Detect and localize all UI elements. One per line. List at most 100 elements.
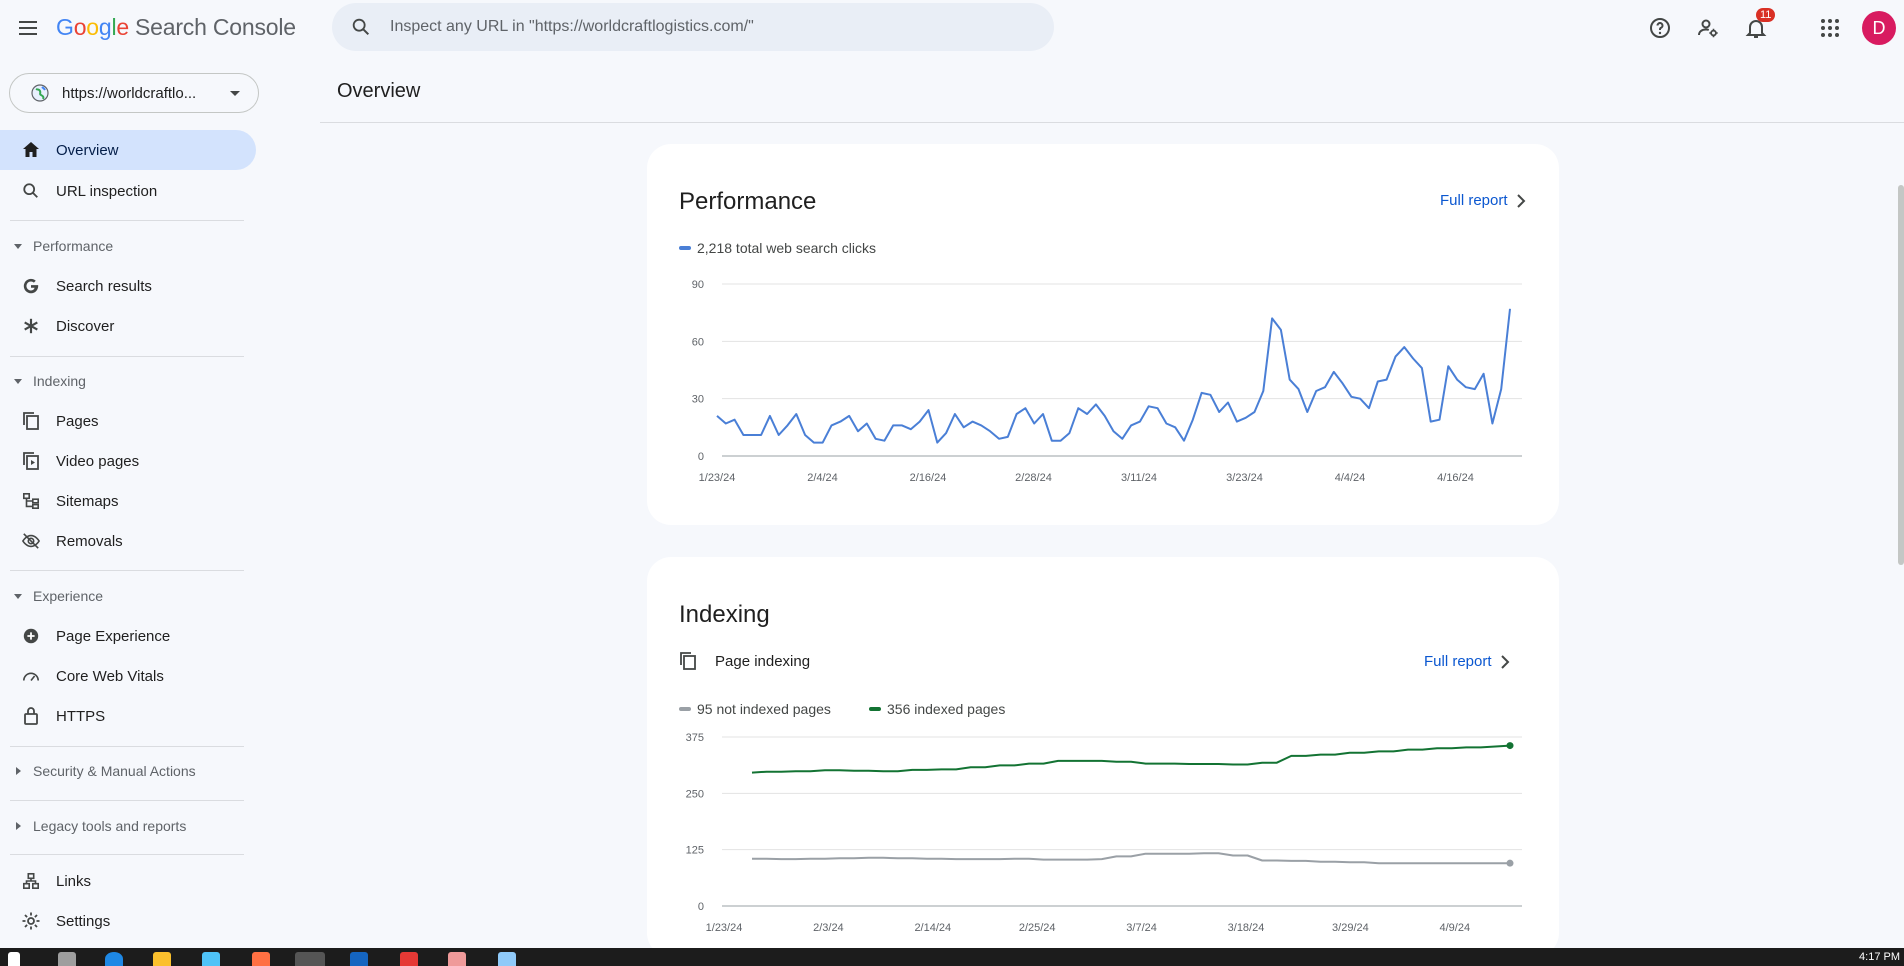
sidebar-item-pages[interactable]: Pages [0, 401, 256, 441]
video-page-icon [20, 450, 42, 472]
section-label: Legacy tools and reports [33, 818, 187, 834]
full-report-label: Full report [1440, 192, 1508, 209]
collapse-arrow-icon [14, 378, 22, 384]
performance-card-title: Performance [679, 188, 817, 215]
sidebar-section-performance[interactable]: Performance [0, 231, 256, 261]
y-tick-label: 125 [686, 845, 704, 857]
collapse-arrow-icon [14, 243, 22, 249]
property-selector[interactable]: https://worldcraftlo... [9, 73, 259, 113]
home-icon [20, 139, 42, 161]
sidebar-item-overview[interactable]: Overview [0, 130, 256, 170]
performance-chart: 0 30 60 90 1/23/24 2/4/24 2/16/24 2/28/24 3/11/2… [692, 279, 1522, 484]
sitemap-icon [20, 490, 42, 512]
sidebar-item-discover[interactable]: Discover [0, 306, 256, 346]
sidebar-section-security[interactable]: Security & Manual Actions [0, 756, 256, 786]
performance-legend-clicks[interactable]: 2,218 total web search clicks [679, 240, 876, 256]
indexing-full-report-link[interactable]: Full report [1424, 653, 1510, 670]
sidebar-item-https[interactable]: HTTPS [0, 696, 256, 736]
apps-grid-icon[interactable] [1814, 12, 1846, 44]
x-tick-label: 1/23/24 [706, 922, 743, 934]
sidebar-divider [10, 746, 244, 747]
x-tick-label: 3/18/24 [1228, 922, 1265, 934]
sidebar-item-label: Removals [56, 532, 123, 550]
opera-icon[interactable] [400, 952, 418, 966]
notifications-icon[interactable]: 11 [1740, 8, 1776, 44]
sidebar-item-video-pages[interactable]: Video pages [0, 441, 256, 481]
sidebar-item-page-experience[interactable]: Page Experience [0, 616, 256, 656]
globe-icon [31, 84, 49, 102]
file-explorer-icon[interactable] [153, 952, 171, 966]
performance-full-report-link[interactable]: Full report [1440, 192, 1526, 209]
url-inspect-search-bar[interactable] [332, 3, 1054, 51]
sidebar-item-sitemaps[interactable]: Sitemaps [0, 481, 256, 521]
notification-count-badge: 11 [1756, 8, 1776, 22]
series-end-point [1506, 742, 1514, 750]
edge-browser-icon[interactable] [105, 952, 123, 966]
y-tick-label: 0 [698, 451, 704, 463]
sidebar-section-legacy[interactable]: Legacy tools and reports [0, 811, 256, 841]
legend-indexed[interactable]: 356 indexed pages [869, 701, 1005, 717]
y-tick-label: 90 [692, 279, 704, 291]
pages-icon [680, 652, 696, 670]
sidebar-section-indexing[interactable]: Indexing [0, 366, 256, 396]
expand-arrow-icon [16, 822, 21, 830]
url-inspect-input[interactable] [390, 18, 1010, 36]
sidebar-item-label: Sitemaps [56, 492, 119, 510]
scrollbar-thumb[interactable] [1898, 185, 1904, 565]
main-menu-icon[interactable] [16, 16, 40, 40]
sidebar-item-label: Links [56, 872, 92, 890]
x-tick-label: 3/11/24 [1121, 472, 1157, 484]
series-end-point [1506, 859, 1514, 867]
sidebar-item-label: Core Web Vitals [56, 667, 164, 685]
pages-icon [20, 410, 42, 432]
start-icon[interactable] [8, 952, 20, 966]
firefox-icon[interactable] [252, 952, 270, 966]
sidebar-item-url-inspection[interactable]: URL inspection [0, 171, 256, 211]
app-icon[interactable] [498, 952, 516, 966]
sidebar-item-links[interactable]: Links [0, 861, 256, 901]
chevron-down-icon [230, 90, 240, 96]
x-tick-label: 2/14/24 [914, 922, 951, 934]
gear-icon [20, 910, 42, 932]
product-logo[interactable]: Google Search Console [56, 14, 296, 41]
chevron-right-icon [1500, 654, 1509, 669]
os-taskbar: 4:17 PM [0, 948, 1904, 966]
store-icon[interactable] [202, 952, 220, 966]
sidebar-item-settings[interactable]: Settings [0, 901, 256, 941]
add-circle-icon [20, 625, 42, 647]
sidebar-item-search-results[interactable]: Search results [0, 266, 256, 306]
x-tick-label: 4/4/24 [1335, 472, 1366, 484]
manage-users-icon[interactable] [1692, 12, 1724, 44]
sidebar-item-label: Pages [56, 412, 99, 430]
legend-swatch [679, 246, 691, 250]
task-view-icon[interactable] [58, 952, 76, 966]
series-line[interactable] [751, 744, 1511, 774]
x-tick-label: 3/23/24 [1226, 472, 1263, 484]
sidebar-item-label: Search results [56, 277, 152, 295]
indexing-card: Indexing Page indexing Full report 95 no… [647, 557, 1559, 957]
indexing-card-title: Indexing [679, 601, 770, 628]
sidebar-item-label: Discover [56, 317, 115, 335]
account-avatar[interactable]: D [1862, 11, 1896, 45]
logo-letter: g [98, 14, 112, 40]
sidebar-item-removals[interactable]: Removals [0, 521, 256, 561]
x-tick-label: 2/3/24 [813, 922, 844, 934]
help-icon[interactable] [1644, 12, 1676, 44]
indexing-chart: 0 125 250 375 1/23/24 2/3/24 2/14/24 2/25/24 3/7… [686, 732, 1522, 934]
sidebar-item-core-web-vitals[interactable]: Core Web Vitals [0, 656, 256, 696]
chrome-active-icon[interactable] [295, 952, 325, 966]
sidebar-section-experience[interactable]: Experience [0, 581, 256, 611]
legend-not-indexed[interactable]: 95 not indexed pages [679, 701, 831, 717]
y-tick-label: 60 [692, 336, 704, 348]
page-indexing-subtitle: Page indexing [715, 653, 811, 670]
x-tick-label: 2/25/24 [1019, 922, 1056, 934]
outlook-icon[interactable] [350, 952, 368, 966]
chevron-right-icon [1516, 193, 1525, 208]
logo-letter: l [111, 14, 117, 40]
series-line[interactable] [716, 308, 1511, 444]
series-line[interactable] [752, 852, 1510, 865]
sidebar-divider [10, 854, 244, 855]
app-icon[interactable] [448, 952, 466, 966]
page-title: Overview [337, 80, 421, 102]
clock: 4:17 PM [1859, 951, 1900, 963]
